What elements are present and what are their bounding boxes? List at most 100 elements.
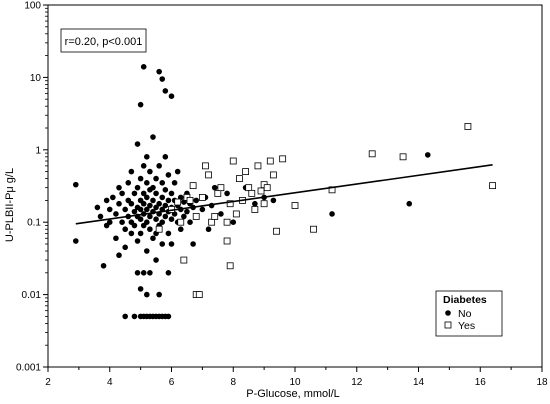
point-yes <box>189 182 197 190</box>
point-no <box>270 197 277 204</box>
point-no <box>165 172 172 178</box>
point-yes <box>229 157 237 165</box>
point-no <box>224 190 230 197</box>
point-no <box>140 200 147 207</box>
point-no <box>230 219 237 225</box>
point-no <box>156 163 162 169</box>
point-no <box>153 257 159 263</box>
point-yes <box>257 187 265 195</box>
x-tick-label: 16 <box>475 377 487 388</box>
point-yes <box>226 262 234 270</box>
y-tick-label: 10 <box>30 73 42 84</box>
point-no <box>144 180 150 186</box>
point-no <box>147 213 153 220</box>
point-no <box>137 206 144 213</box>
x-tick-labels: 2 4 6 8 10 12 14 16 18 <box>45 377 548 388</box>
point-no <box>147 226 153 233</box>
annotation-box <box>60 28 147 53</box>
point-no <box>134 238 141 244</box>
point-no <box>110 194 116 201</box>
point-yes <box>195 291 203 299</box>
point-no <box>199 206 206 213</box>
point-no <box>190 241 196 247</box>
point-no <box>181 213 187 220</box>
point-no <box>159 219 166 225</box>
point-no <box>116 184 122 191</box>
point-yes <box>266 157 274 165</box>
point-no <box>147 202 153 209</box>
point-no <box>211 184 218 191</box>
point-no <box>137 175 144 182</box>
point-no <box>171 180 178 186</box>
point-no <box>72 181 79 188</box>
point-no <box>159 76 166 82</box>
point-no <box>150 134 156 140</box>
point-no <box>128 200 135 207</box>
point-no <box>125 180 132 186</box>
point-yes <box>236 175 243 183</box>
point-no <box>162 202 169 209</box>
point-yes <box>186 197 194 204</box>
x-tick-label: 14 <box>413 377 425 388</box>
y-tick-label: 0.001 <box>16 363 41 374</box>
point-yes <box>248 189 256 197</box>
point-no <box>150 197 156 204</box>
point-yes <box>174 198 182 206</box>
point-no <box>128 230 135 237</box>
x-tick-label: 4 <box>107 377 113 388</box>
point-no <box>165 270 172 276</box>
point-no <box>165 197 172 204</box>
point-no <box>113 235 119 242</box>
point-yes <box>260 200 268 208</box>
point-no <box>119 219 125 225</box>
point-no <box>162 187 169 193</box>
point-no <box>153 175 159 182</box>
legend-marker-no <box>445 310 451 316</box>
x-tick-label: 6 <box>169 377 175 388</box>
point-no <box>106 219 113 225</box>
point-no <box>159 180 166 186</box>
point-yes <box>310 225 317 233</box>
point-yes <box>254 162 262 170</box>
point-yes <box>368 150 376 158</box>
point-yes <box>202 162 209 170</box>
point-no <box>156 291 162 298</box>
point-no <box>103 197 110 204</box>
point-no <box>153 190 159 197</box>
point-no <box>147 270 153 276</box>
x-axis-label: P-Glucose, mmol/L <box>246 388 340 400</box>
x-tick-label: 8 <box>230 377 236 388</box>
point-no <box>140 64 147 70</box>
point-no <box>329 211 335 217</box>
point-yes <box>177 218 185 226</box>
legend-marker-yes <box>444 321 452 329</box>
point-yes <box>291 202 299 209</box>
legend-label-yes: Yes <box>458 320 475 332</box>
point-yes <box>279 155 287 163</box>
point-yes <box>192 213 200 220</box>
point-no <box>153 204 159 211</box>
point-no <box>140 270 147 276</box>
axis-ticks <box>43 4 543 372</box>
point-no <box>137 216 144 223</box>
point-no <box>144 154 150 160</box>
point-yes <box>223 218 231 226</box>
point-no <box>140 163 147 169</box>
point-no <box>134 184 141 191</box>
y-tick-label: 100 <box>24 1 41 12</box>
point-no <box>153 216 159 223</box>
point-no <box>131 190 138 197</box>
point-yes <box>198 194 206 201</box>
series-yes-points <box>155 123 497 299</box>
point-no <box>193 197 199 204</box>
point-no <box>140 190 147 197</box>
point-no <box>131 222 138 229</box>
point-yes <box>205 171 212 179</box>
x-tick-label: 18 <box>536 377 548 388</box>
point-yes <box>273 227 280 235</box>
point-yes <box>214 189 222 197</box>
point-no <box>94 204 101 211</box>
point-yes <box>242 168 250 175</box>
point-no <box>168 216 175 223</box>
point-no <box>122 206 128 213</box>
